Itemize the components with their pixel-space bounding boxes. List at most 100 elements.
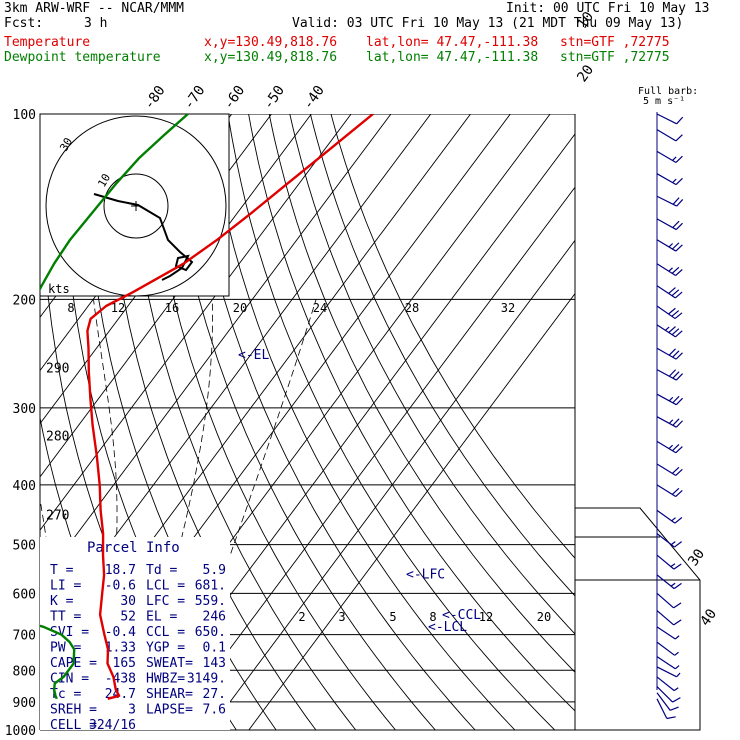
- level-annotations: <-EL <-LFC <-CCL<-LCL: [238, 348, 481, 635]
- wind-barb-flag: [674, 312, 683, 320]
- pressure-tick-label: 100: [13, 108, 36, 123]
- wind-barb-flag: [675, 446, 683, 454]
- mixing-ratio-label: 8: [429, 610, 436, 624]
- pressure-tick-label: 300: [13, 402, 36, 417]
- theta-label: 270: [46, 508, 69, 523]
- wind-barb-staff: [656, 656, 676, 670]
- wind-barb-staff: [656, 463, 677, 476]
- isotherm-label: 20: [574, 62, 597, 85]
- wind-barb-flag: [672, 197, 680, 205]
- init-time: Init: 00 UTC Fri 10 May 13: [506, 1, 710, 16]
- parcel-field-name: CIN =: [50, 672, 89, 687]
- theta-label: 290: [46, 362, 69, 377]
- model-title: 3km ARW-WRF -- NCAR/MMM: [4, 1, 185, 16]
- parcel-field-name: SHEAR=: [146, 687, 193, 702]
- speed-scale-label: 8: [67, 301, 74, 315]
- wind-barb-flag: [672, 444, 680, 452]
- wind-barb-staff: [656, 641, 675, 656]
- parcel-field-value: 143: [203, 656, 226, 671]
- parcel-field-name: SWEAT=: [146, 656, 193, 671]
- parcel-info-box: Parcel Info T = 18.7 Td = 5.9 LI = -0.6 LCL = 68…: [40, 537, 230, 733]
- wind-barb-flag: [675, 352, 683, 360]
- wind-key-value: 5 m s⁻¹: [643, 96, 685, 107]
- wind-barb-staff: [656, 440, 677, 454]
- wind-barb-flag: [672, 350, 680, 358]
- parcel-field-value: 324/16: [89, 718, 136, 733]
- wind-barb-flag: [669, 706, 679, 711]
- moist-adiabat-line: [0, 299, 10, 730]
- hodograph-trace: [93, 193, 194, 281]
- wind-barb-flag: [671, 266, 680, 274]
- parcel-field-name: Td =: [146, 563, 177, 578]
- wind-barb-column: Full barb:5 m s⁻¹: [638, 86, 698, 720]
- parcel-field-value: 559.: [195, 594, 226, 609]
- wind-barb-flag: [672, 220, 680, 229]
- parcel-field-name: K =: [50, 594, 74, 609]
- speed-scale-label: 16: [165, 301, 179, 315]
- wind-barb-flag: [673, 619, 682, 626]
- pressure-tick-label: 800: [13, 664, 36, 679]
- forecast-hour: 3 h: [84, 16, 108, 31]
- parcel-field-value: 30: [120, 594, 136, 609]
- wind-barb-flag: [673, 602, 682, 609]
- wind-barb-flag: [676, 672, 681, 678]
- legend-temperature-latlon: lat,lon= 47.47,-111.38: [366, 35, 539, 50]
- legend-dewpoint-xy: x,y=130.49,818.76: [204, 50, 338, 65]
- wind-barb-flag: [668, 243, 674, 248]
- parcel-info-title: Parcel Info: [87, 540, 180, 556]
- wind-barb-flag: [672, 371, 680, 379]
- parcel-field-value: 24.7: [105, 687, 136, 702]
- wind-barb-staff: [656, 113, 677, 125]
- parcel-field-value: -438: [105, 672, 136, 687]
- wind-barb-flag: [676, 199, 684, 207]
- theta-label: 280: [46, 429, 69, 444]
- wind-barb-flag: [671, 328, 680, 336]
- wind-barb-flag: [672, 418, 680, 426]
- parcel-field-name: T =: [50, 563, 74, 578]
- legend-dewpoint-label: Dewpoint temperature: [4, 50, 161, 65]
- dry-adiabat-line: [268, 114, 575, 673]
- parcel-field-value: 3149.: [187, 672, 226, 687]
- wind-barb-staff: [656, 173, 677, 186]
- wind-barb-staff: [656, 692, 671, 711]
- hodograph-ring-label: 30: [57, 136, 75, 154]
- pressure-axis-labels: 100 200 300 400 500 600 700 800 900 1000: [5, 108, 36, 739]
- wind-barb-flag: [675, 330, 683, 338]
- speed-scale-label: 20: [233, 301, 247, 315]
- isotherm-line: [208, 239, 575, 730]
- parcel-field-name: LAPSE=: [146, 703, 193, 718]
- wind-barb-staff: [656, 592, 674, 609]
- wind-barb-staff: [656, 574, 675, 590]
- wind-barb-staff: [656, 347, 677, 360]
- wind-barb-flag: [675, 490, 683, 497]
- wind-barb-flag: [675, 269, 683, 276]
- isotherm-line: [40, 114, 392, 585]
- wind-barb-flag: [670, 563, 676, 568]
- dewpoint-profile: [40, 114, 189, 700]
- level-marker-ccl: <-CCL: [442, 608, 481, 623]
- mixing-ratio-label: 3: [338, 610, 345, 624]
- wind-barb-flag: [668, 348, 676, 356]
- isotherm-line: [168, 186, 575, 730]
- wind-barb-flag: [675, 420, 684, 428]
- isotherm-label: -80: [141, 83, 169, 113]
- sounding-profiles: [40, 114, 374, 700]
- valid-time: Valid: 03 UTC Fri 10 May 13 (21 MDT Thu …: [292, 16, 684, 31]
- wind-key-title: Full barb:: [638, 86, 698, 97]
- parcel-field-name: YGP =: [146, 641, 185, 656]
- level-marker-el: <-EL: [238, 348, 269, 363]
- wind-barb-staff: [656, 305, 676, 320]
- pressure-tick-label: 1000: [5, 724, 36, 739]
- dry-adiabat-line: [248, 114, 575, 712]
- wind-barb-flag: [668, 267, 673, 272]
- wind-barb-flag: [675, 155, 683, 163]
- parcel-field-name: SVI =: [50, 625, 89, 640]
- isotherm-label: -70: [181, 83, 209, 113]
- isotherm-label: -50: [260, 83, 288, 113]
- wind-barb-flag: [671, 289, 680, 297]
- legend-dewpoint-latlon: lat,lon= 47.47,-111.38: [366, 50, 539, 65]
- wind-barb-staff: [656, 676, 675, 692]
- wind-barb-staff: [656, 324, 676, 338]
- parcel-field-value: 246: [203, 610, 226, 625]
- isotherm-line: [40, 114, 312, 478]
